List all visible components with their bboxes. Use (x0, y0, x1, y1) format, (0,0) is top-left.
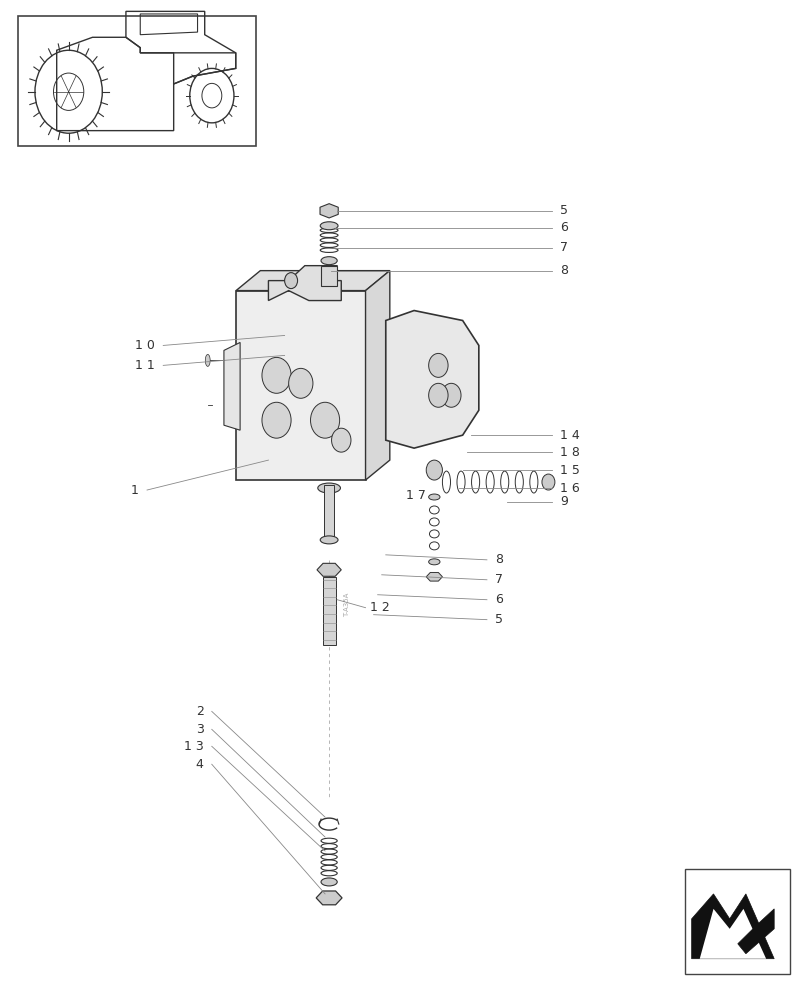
Circle shape (262, 402, 290, 438)
Circle shape (428, 383, 448, 407)
Circle shape (310, 402, 339, 438)
Ellipse shape (428, 494, 440, 500)
Polygon shape (426, 572, 442, 581)
Ellipse shape (320, 536, 337, 544)
Text: 1 4: 1 4 (559, 429, 579, 442)
Text: 1: 1 (131, 484, 139, 497)
Ellipse shape (320, 222, 337, 230)
Bar (322, 577, 335, 645)
Bar (684, 869, 789, 974)
Polygon shape (365, 271, 389, 480)
Text: 1 5: 1 5 (559, 464, 579, 477)
Ellipse shape (428, 559, 440, 565)
Text: 7: 7 (495, 573, 502, 586)
Text: 2: 2 (195, 705, 204, 718)
Polygon shape (315, 891, 341, 905)
Ellipse shape (317, 483, 340, 493)
Text: T-A35A: T-A35A (343, 593, 350, 617)
Text: 7: 7 (559, 241, 567, 254)
Polygon shape (699, 909, 765, 959)
Circle shape (441, 383, 461, 407)
Text: 1 0: 1 0 (135, 339, 155, 352)
Polygon shape (691, 894, 773, 959)
Text: 6: 6 (495, 593, 502, 606)
Text: 1 7: 1 7 (406, 489, 425, 502)
Polygon shape (224, 342, 240, 430)
Polygon shape (268, 266, 341, 301)
Bar (320, 266, 337, 286)
Circle shape (262, 357, 290, 393)
Polygon shape (316, 563, 341, 576)
Polygon shape (385, 311, 478, 448)
Polygon shape (737, 909, 773, 954)
Ellipse shape (320, 257, 337, 265)
Polygon shape (236, 291, 365, 480)
Bar (324, 485, 333, 540)
Text: 1 6: 1 6 (559, 482, 579, 495)
Polygon shape (236, 271, 389, 291)
Text: 4: 4 (195, 758, 204, 771)
Circle shape (428, 353, 448, 377)
Ellipse shape (205, 354, 210, 366)
Circle shape (541, 474, 554, 490)
Circle shape (288, 368, 312, 398)
Text: 1 8: 1 8 (559, 446, 579, 459)
Text: 3: 3 (195, 723, 204, 736)
Text: 5: 5 (559, 204, 567, 217)
Ellipse shape (320, 878, 337, 886)
Text: 5: 5 (495, 613, 502, 626)
Bar (18, 16, 256, 146)
Text: 9: 9 (559, 495, 567, 508)
Text: 8: 8 (495, 553, 502, 566)
Text: 6: 6 (559, 221, 567, 234)
Circle shape (285, 273, 297, 289)
Circle shape (426, 460, 442, 480)
Circle shape (331, 428, 350, 452)
Text: 1 1: 1 1 (135, 359, 155, 372)
Text: 1 2: 1 2 (369, 601, 388, 614)
Text: 8: 8 (559, 264, 567, 277)
Polygon shape (320, 204, 338, 218)
Text: 1 3: 1 3 (184, 740, 204, 753)
